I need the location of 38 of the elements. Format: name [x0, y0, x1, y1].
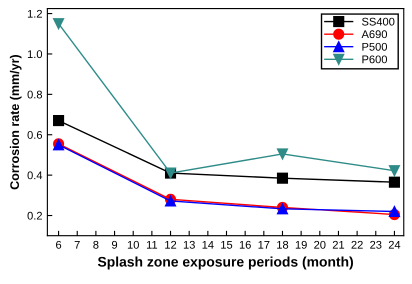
x-tick-label: 10	[128, 240, 139, 249]
y-tick-label: 0.2	[28, 212, 42, 220]
point	[388, 176, 400, 188]
legend-label: P600	[362, 55, 388, 64]
x-tick-label: 19	[296, 240, 307, 249]
point	[53, 18, 64, 30]
point	[388, 206, 400, 218]
x-tick-label: 24	[388, 240, 400, 249]
point	[53, 115, 64, 126]
x-axis-title: Splash zone exposure periods (month)	[98, 256, 353, 270]
x-tick-label: 23	[370, 240, 382, 249]
legend-label: P500	[362, 42, 388, 51]
point	[276, 148, 288, 160]
x-tick-label: 18	[277, 240, 288, 249]
x-tick-label: 15	[221, 240, 232, 249]
x-tick-label: 14	[202, 240, 214, 249]
y-axis-title: Corrosion rate (mm/yr)	[10, 55, 22, 190]
x-tick-label: 11	[146, 240, 158, 249]
y-tick-label: 1.2	[28, 10, 42, 18]
x-tick-label: 17	[258, 240, 270, 249]
x-tick-label: 16	[240, 240, 251, 249]
x-tick-label: 21	[332, 240, 344, 249]
y-tick-label: 0.4	[28, 171, 42, 180]
legend-label: A690	[362, 30, 388, 38]
y-tick-label: 0.8	[28, 90, 42, 98]
x-tick-label: 22	[351, 240, 363, 249]
legend-label: SS400	[362, 18, 394, 26]
y-tick-label: 1.0	[28, 50, 42, 58]
y-tick-label: 0.6	[28, 131, 42, 139]
x-tick-label: 20	[314, 240, 326, 249]
x-tick-label: 8	[93, 240, 98, 249]
x-tick-label: 7	[74, 240, 80, 249]
point	[388, 165, 400, 176]
x-tick-label: 13	[184, 240, 195, 249]
point	[276, 172, 288, 184]
x-tick-label: 9	[112, 240, 118, 249]
x-tick-label: 12	[165, 240, 176, 249]
x-tick-label: 6	[56, 240, 62, 249]
